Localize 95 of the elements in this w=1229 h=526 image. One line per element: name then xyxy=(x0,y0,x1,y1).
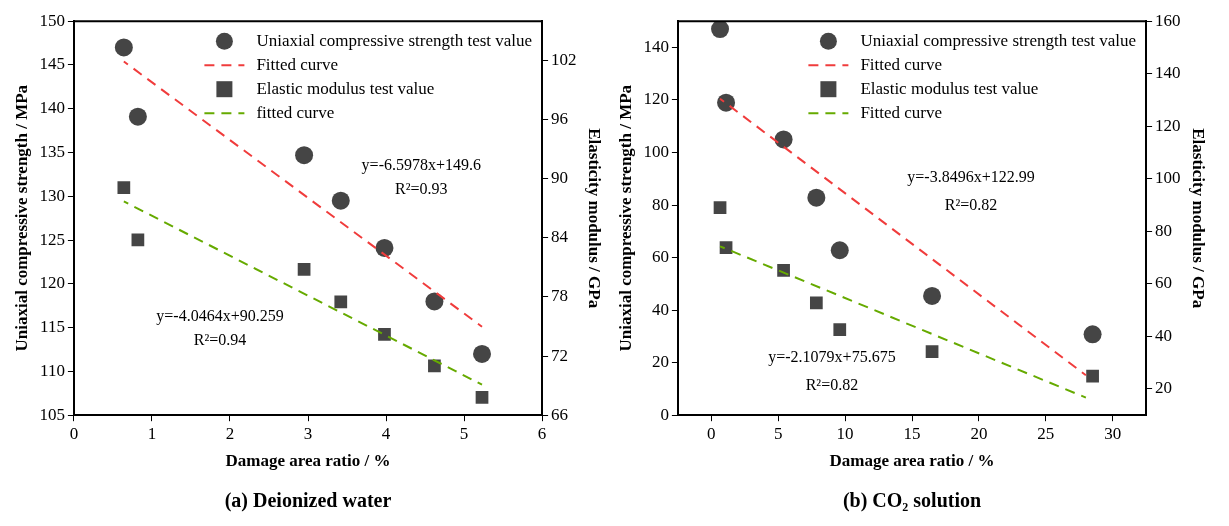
y2-tick-label: 40 xyxy=(1155,325,1173,345)
annotation: y=-6.5978x+149.6 xyxy=(361,156,481,174)
y2-tick-label: 120 xyxy=(1155,115,1181,135)
y2-tick-label: 72 xyxy=(551,345,569,365)
y-tick-label: 115 xyxy=(40,317,65,337)
y2-tick-label: 20 xyxy=(1155,378,1173,398)
point xyxy=(425,292,444,311)
point xyxy=(711,21,730,39)
y2-tick-label: 96 xyxy=(551,109,569,129)
annotation: R²=0.82 xyxy=(805,375,859,393)
point xyxy=(297,263,311,276)
point xyxy=(1086,369,1099,383)
x-axis-title: Damage area ratio / % xyxy=(829,451,995,471)
y-tick-label: 120 xyxy=(643,89,669,109)
point xyxy=(331,191,350,210)
x-tick-label: 3 xyxy=(303,423,313,443)
y2-tick-label: 140 xyxy=(1155,63,1181,83)
point xyxy=(117,181,131,195)
y-tick-label: 130 xyxy=(39,185,65,205)
y-tick-label: 40 xyxy=(651,299,669,319)
point xyxy=(925,345,939,358)
x-tick-label: 25 xyxy=(1037,423,1055,443)
y2-tick-label: 90 xyxy=(551,168,569,188)
y2-tick-label: 66 xyxy=(551,404,569,424)
x-tick-label: 5 xyxy=(459,423,469,443)
point xyxy=(475,391,489,404)
y2-axis-title: Elasticity modulus / GPa xyxy=(1189,128,1209,309)
x-tick-label: 15 xyxy=(903,423,921,443)
y-tick-label: 140 xyxy=(643,36,669,56)
x-tick-label: 0 xyxy=(69,423,79,443)
y-tick-label: 140 xyxy=(39,98,65,118)
point xyxy=(774,130,793,149)
annotation: R²=0.82 xyxy=(944,196,998,214)
y2-tick-label: 84 xyxy=(551,227,569,247)
point xyxy=(128,107,147,126)
annotation: y=-2.1079x+75.675 xyxy=(768,347,896,366)
legend-label: Uniaxial compressive strength test value xyxy=(256,30,533,50)
point xyxy=(809,296,823,310)
legend-label: Fitted curve xyxy=(860,102,943,122)
y2-tick-label: 160 xyxy=(1155,10,1181,30)
x-tick-label: 5 xyxy=(773,423,783,443)
x-tick-label: 6 xyxy=(537,423,547,443)
point xyxy=(473,344,492,363)
legend-label: Fitted curve xyxy=(256,54,339,74)
point xyxy=(833,323,847,336)
legend-label: Elastic modulus test value xyxy=(256,78,435,98)
y-axis-title: Uniaxial compressive strength / MPa xyxy=(615,84,635,352)
y2-tick-label: 60 xyxy=(1155,273,1173,293)
y-tick-label: 80 xyxy=(651,194,669,214)
y2-tick-label: 102 xyxy=(551,50,577,70)
point xyxy=(717,93,736,112)
y-tick-label: 110 xyxy=(40,360,65,380)
x-tick-label: 20 xyxy=(970,423,988,443)
point xyxy=(923,286,942,305)
legend-label: Fitted curve xyxy=(860,54,943,74)
y-tick-label: 100 xyxy=(643,142,669,161)
legend-label: Uniaxial compressive strength test value xyxy=(860,30,1137,50)
y-tick-label: 60 xyxy=(651,247,669,267)
y2-tick-label: 78 xyxy=(551,286,569,306)
y2-tick-label: 80 xyxy=(1155,220,1173,240)
annotation: y=-4.0464x+90.259 xyxy=(156,307,284,326)
y2-axis-title: Elasticity modulus / GPa xyxy=(585,128,605,309)
annotation: R²=0.93 xyxy=(395,179,448,197)
point xyxy=(114,38,133,57)
y-tick-label: 145 xyxy=(39,54,65,74)
point xyxy=(378,328,391,341)
y-tick-label: 20 xyxy=(651,352,669,372)
x-tick-label: 1 xyxy=(147,423,157,443)
y-axis-title: Uniaxial compressive strength / MPa xyxy=(11,84,31,352)
legend-label: Elastic modulus test value xyxy=(860,78,1039,98)
y-tick-label: 125 xyxy=(39,229,65,249)
x-axis-title: Damage area ratio / % xyxy=(225,451,391,471)
x-tick-label: 0 xyxy=(707,423,716,443)
point xyxy=(807,188,826,207)
y-tick-label: 0 xyxy=(660,404,669,424)
x-tick-label: 2 xyxy=(225,423,235,443)
legend-label: fitted curve xyxy=(256,102,335,122)
text: (b) CO₂ solution xyxy=(842,489,982,513)
point xyxy=(830,241,849,260)
y-tick-label: 105 xyxy=(39,404,65,424)
point xyxy=(1083,325,1102,344)
y-tick-label: 135 xyxy=(39,142,65,161)
annotation: y=-3.8496x+122.99 xyxy=(907,167,1035,186)
y-tick-label: 150 xyxy=(39,10,65,30)
point xyxy=(295,146,314,165)
point xyxy=(713,201,727,215)
text: (a) Deionized water xyxy=(224,489,392,513)
point xyxy=(334,295,348,309)
x-tick-label: 10 xyxy=(836,423,854,443)
y2-tick-label: 100 xyxy=(1155,168,1181,188)
annotation: R²=0.94 xyxy=(193,330,247,348)
point xyxy=(375,238,394,257)
y-tick-label: 120 xyxy=(39,273,65,293)
x-tick-label: 30 xyxy=(1104,423,1122,443)
x-tick-label: 4 xyxy=(381,423,391,443)
